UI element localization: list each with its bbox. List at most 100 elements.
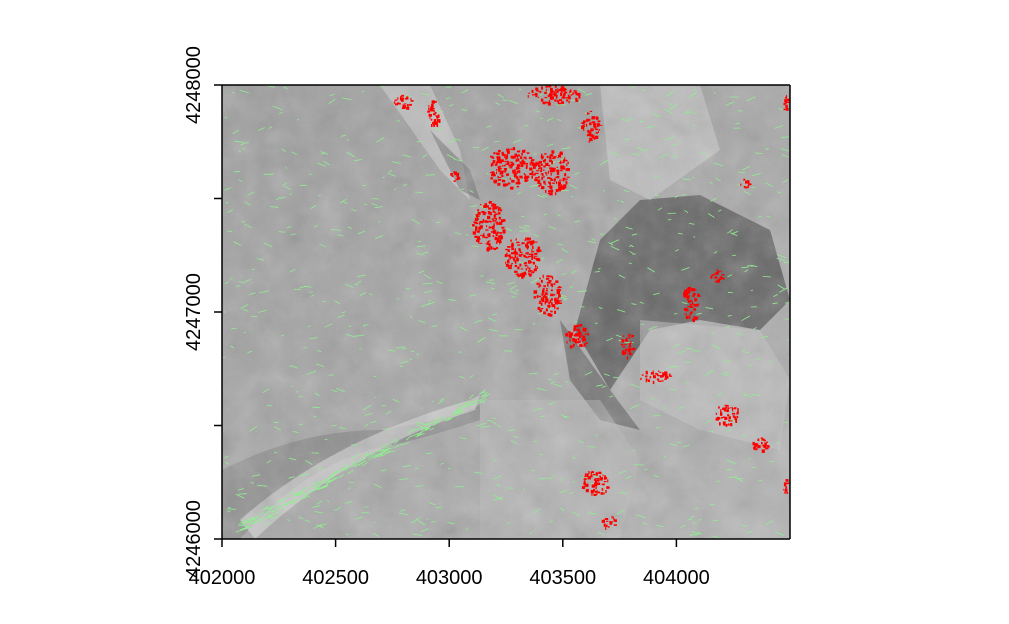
red-cell [735,421,738,423]
green-line-segment [381,469,387,472]
green-line-segment [727,315,732,317]
green-line-segment [557,214,562,217]
green-line-segment [355,334,365,337]
green-line-segment [630,383,640,388]
green-line-segment [434,417,441,421]
green-line-segment [520,215,525,218]
red-cell [502,154,506,157]
red-cell [505,163,509,165]
red-cell [561,90,563,93]
red-cell [575,99,579,102]
red-cell [589,133,593,137]
red-cell [569,90,571,94]
red-cell [537,96,540,98]
green-line-segment [750,289,754,291]
green-line-segment [240,520,251,525]
green-line-segment [426,518,429,520]
red-cell [695,289,697,291]
red-cell [477,209,480,212]
green-line-segment [512,139,522,144]
green-line-segment [655,525,664,527]
red-cell [479,220,484,224]
green-line-segment [278,231,286,233]
green-line-segment [462,403,472,407]
red-cell [584,476,586,478]
red-cell [628,336,631,339]
red-cell [476,216,478,220]
green-line-segment [275,506,280,510]
red-cell [573,338,578,342]
red-cell [497,160,500,163]
green-line-segment [469,294,476,297]
green-line-segment [606,337,613,342]
green-line-segment [357,230,365,235]
red-cell [548,190,552,193]
green-line-segment [631,303,637,305]
green-line-segment [772,302,778,305]
red-cell [564,173,567,177]
green-line-segment [263,522,270,525]
green-line-segment [364,506,369,508]
green-line-segment [364,413,373,416]
green-line-segment [315,363,325,367]
green-line-segment [398,512,409,516]
red-cell [545,289,548,292]
green-line-segment [673,313,678,315]
red-cell [427,110,431,113]
red-cell [564,157,566,161]
red-cell [786,101,790,103]
red-cell [538,302,543,304]
red-cell [511,247,514,251]
red-cell [544,183,547,185]
green-line-segment [569,492,574,495]
red-cell [531,159,535,161]
green-line-segment [270,206,279,208]
red-cell [558,162,561,164]
red-cell [786,107,789,111]
red-cell [597,482,601,485]
red-cell [516,170,518,174]
green-line-segment [235,529,243,533]
red-cell [522,164,524,167]
red-cell [545,174,548,176]
green-line-segment [357,458,365,463]
red-cell [719,277,722,280]
green-line-segment [251,520,258,525]
green-line-segment [659,152,669,159]
green-line-segment [684,210,689,214]
green-line-segment [560,478,564,481]
red-cell [562,88,566,92]
red-cell [512,155,516,159]
red-cell [536,282,539,285]
green-line-segment [477,337,486,343]
green-line-segment [247,350,253,354]
red-cell [530,159,535,162]
green-line-segment [674,195,679,198]
red-cell [510,155,513,157]
red-cell [585,488,589,493]
red-cell [573,328,576,332]
red-cell [521,275,524,279]
red-cell [566,99,568,102]
red-cell [547,313,551,317]
red-cell [519,255,522,257]
green-line-segment [743,394,753,398]
green-line-segment [609,395,614,398]
green-line-segment [762,276,771,278]
green-line-segment [698,518,702,521]
green-line-segment [584,93,593,96]
green-line-segment [728,476,738,478]
green-line-segment [730,232,738,237]
red-cell [492,247,495,250]
red-cell [577,340,580,344]
red-cell [534,172,536,176]
red-cell [583,123,585,126]
red-cell [535,264,537,268]
green-line-segment [303,491,311,496]
red-cell [595,486,597,490]
green-line-segment [359,292,367,296]
green-line-segment [478,391,486,395]
green-line-segment [537,194,545,199]
green-line-segment [331,389,338,393]
green-line-segment [461,89,469,94]
